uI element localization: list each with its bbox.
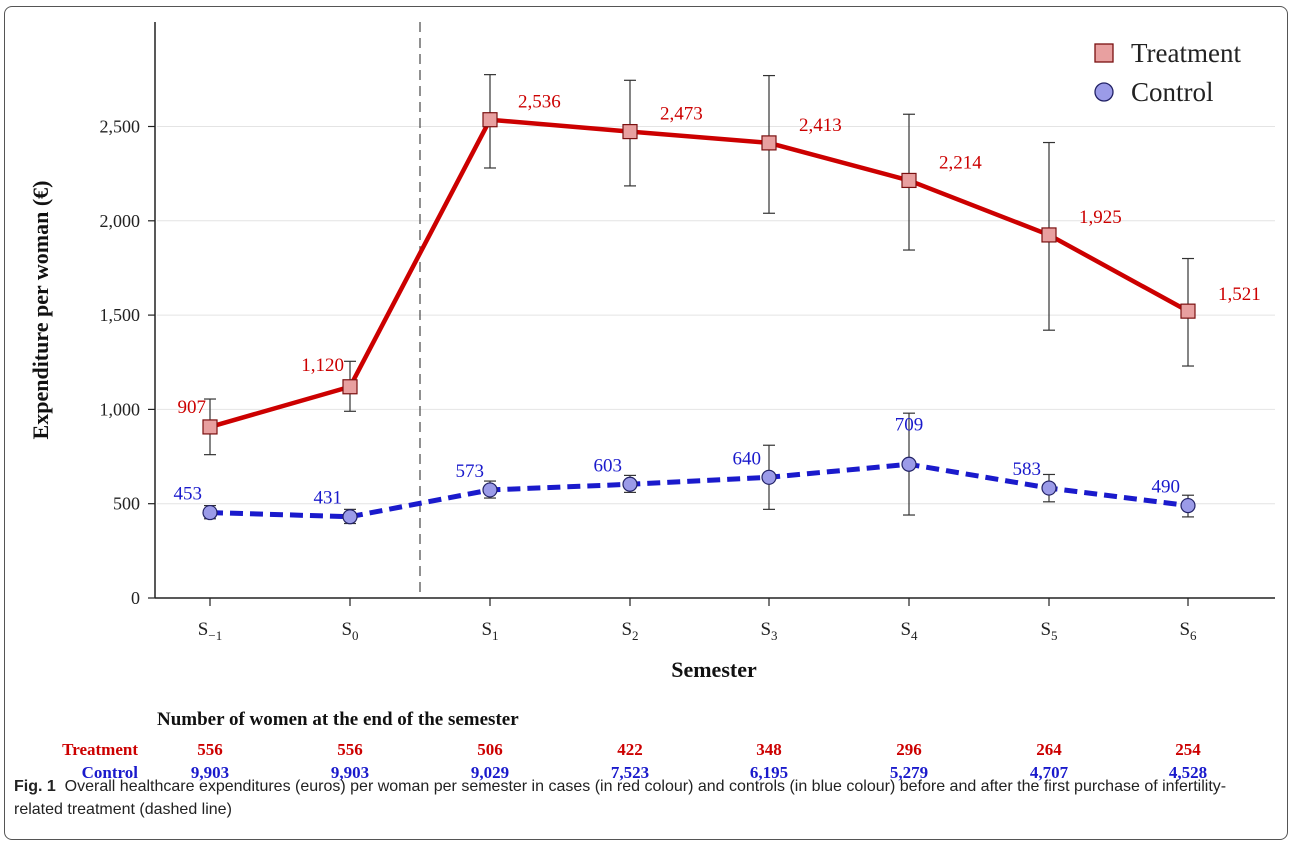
data-label-control: 573 [456, 461, 485, 482]
data-label-control: 490 [1152, 477, 1181, 498]
x-tick-label: S6 [1179, 619, 1197, 643]
error-bars [204, 74, 1194, 525]
data-label-control: 431 [314, 488, 343, 509]
legend-label-control: Control [1131, 77, 1214, 107]
caption-text: Overall healthcare expenditures (euros) … [14, 778, 1227, 818]
marker-treatment [1041, 227, 1057, 243]
figure-caption: Fig. 1 Overall healthcare expenditures (… [14, 775, 1274, 821]
data-label-control: 640 [733, 448, 762, 469]
x-ticks: S−1 S0 S1 S2 S3 S4 S5 S6 [198, 598, 1197, 643]
data-label-control: 453 [174, 484, 203, 505]
data-label-treatment: 2,473 [660, 104, 703, 125]
y-tick-label: 2,000 [100, 211, 141, 231]
data-label-treatment: 1,521 [1218, 284, 1261, 305]
series-lines [209, 117, 1190, 520]
caption-fig-label: Fig. 1 [14, 778, 56, 795]
x-tick-label: S1 [481, 619, 498, 643]
marker-control [622, 476, 638, 492]
count-cell-treatment: 254 [1175, 740, 1201, 759]
data-label-treatment: 1,925 [1079, 207, 1122, 228]
data-label-control: 603 [594, 455, 623, 476]
x-tick-label: S4 [900, 619, 918, 643]
x-tick-label: S2 [621, 619, 638, 643]
y-tick-label: 500 [113, 494, 140, 514]
data-label-control: 583 [1013, 459, 1042, 480]
x-tick-label: S0 [341, 619, 358, 643]
marker-control [761, 469, 777, 485]
y-tick-label: 1,500 [100, 305, 141, 325]
data-labels: 907 1,120 2,536 2,473 2,413 2,214 1,925 1,521 45… [174, 92, 1261, 509]
legend-label-treatment: Treatment [1131, 38, 1241, 68]
marker-treatment [901, 172, 917, 189]
grid-lines [157, 126, 1275, 505]
count-cell-treatment: 296 [896, 740, 922, 759]
count-cell-treatment: 506 [477, 740, 503, 759]
series-line-treatment [209, 117, 1190, 430]
y-axis-title: Expenditure per woman (€) [28, 181, 53, 440]
x-tick-label: S5 [1040, 619, 1057, 643]
count-cell-control: 4,528 [1168, 763, 1208, 782]
x-axis-title: Semester [671, 657, 757, 682]
count-cell-control: 6,195 [749, 763, 789, 782]
counts-table-title: Number of women at the end of the semest… [157, 709, 519, 730]
count-cell-control: 4,707 [1029, 763, 1069, 782]
marker-treatment [482, 112, 498, 128]
count-cell-treatment: 264 [1036, 740, 1062, 759]
count-cell-control: 9,903 [330, 763, 370, 782]
marker-treatment [1180, 303, 1196, 319]
x-tick-label: S−1 [198, 619, 222, 643]
count-cell-control: 7,523 [610, 763, 650, 782]
count-cell-control: 9,029 [470, 763, 510, 782]
count-cell-treatment: 556 [197, 740, 223, 759]
count-cell-treatment: 348 [756, 740, 782, 759]
legend-marker-treatment [1094, 43, 1114, 63]
y-tick-label: 0 [131, 588, 140, 608]
count-cell-treatment: 556 [337, 740, 363, 759]
y-tick-label: 2,500 [100, 117, 141, 137]
axes [154, 22, 1275, 599]
counts-row-label-control: Control [81, 763, 138, 782]
data-label-treatment: 2,214 [939, 152, 982, 173]
marker-control [482, 482, 498, 498]
count-cell-control: 9,903 [190, 763, 230, 782]
marker-control [901, 456, 917, 472]
series-line-control [209, 461, 1189, 520]
data-label-treatment: 2,413 [799, 115, 842, 136]
count-cell-control: 5,279 [889, 763, 929, 782]
marker-treatment [342, 379, 358, 395]
data-label-treatment: 1,120 [301, 355, 344, 376]
marker-control [202, 504, 218, 521]
marker-treatment [761, 135, 777, 151]
marker-control [1180, 497, 1196, 514]
marker-control [1041, 480, 1057, 496]
y-tick-label: 1,000 [100, 399, 141, 419]
x-tick-label: S3 [760, 619, 777, 643]
legend: Treatment Control [1094, 38, 1241, 107]
data-label-treatment: 907 [178, 397, 207, 418]
marker-treatment [202, 419, 218, 435]
series-markers [202, 112, 1196, 525]
y-ticks: 0 500 1,000 1,500 2,000 2,500 [100, 117, 155, 608]
data-label-treatment: 2,536 [518, 92, 561, 113]
legend-marker-control [1094, 82, 1114, 102]
marker-treatment [622, 123, 638, 140]
counts-row-label-treatment: Treatment [62, 740, 138, 759]
count-cell-treatment: 422 [617, 740, 643, 759]
data-label-control: 709 [895, 414, 924, 435]
marker-control [342, 509, 358, 525]
